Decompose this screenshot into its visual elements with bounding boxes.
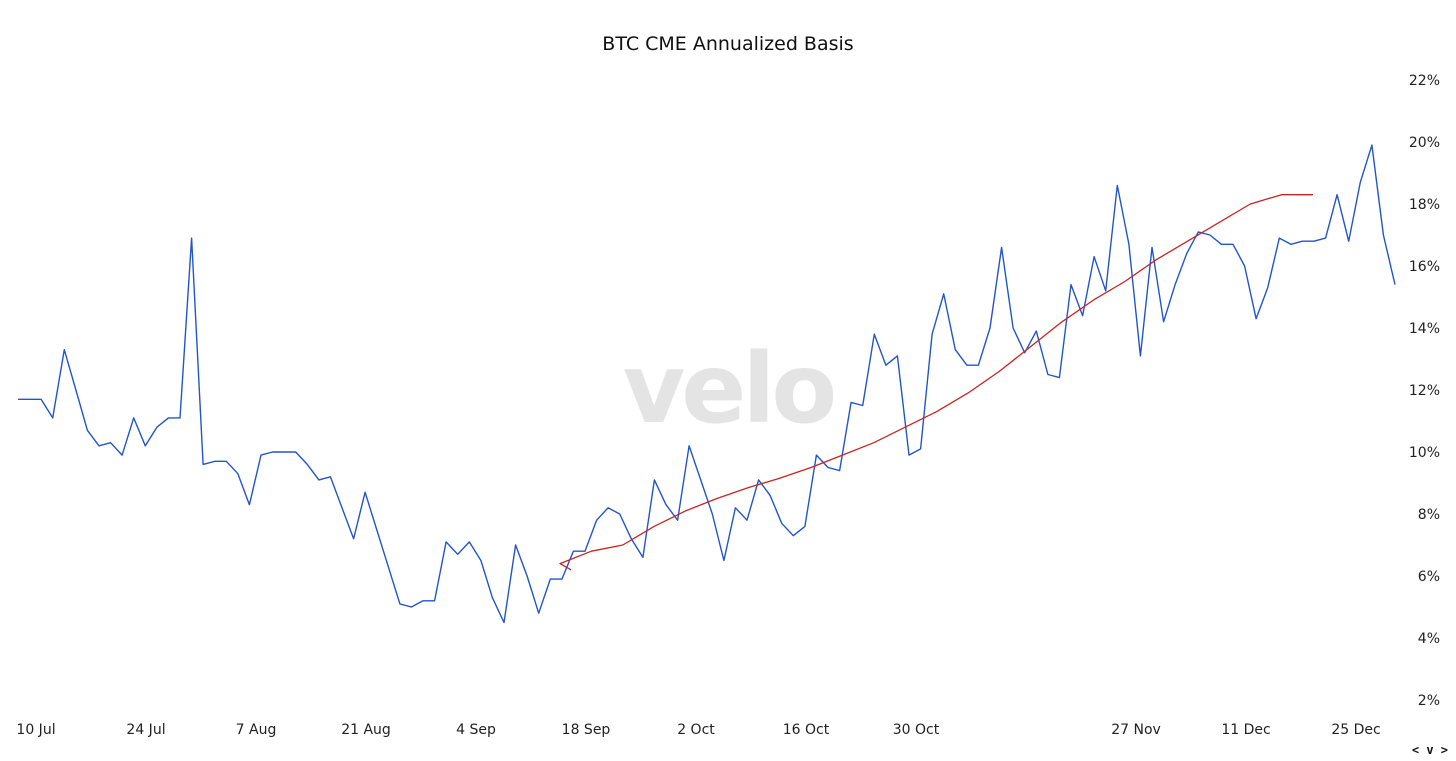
y-tick-label: 12% [1409, 383, 1440, 399]
series-layer [18, 144, 1396, 624]
basis-line [18, 144, 1396, 624]
x-tick-label: 4 Sep [456, 722, 496, 738]
chart-title: BTC CME Annualized Basis [602, 33, 854, 55]
x-tick-label: 10 Jul [16, 722, 55, 738]
y-axis: 2% 4% 6% 8% 10% 12% 14% 16% 18% 20% 22% [1409, 73, 1440, 709]
y-tick-label: 4% [1418, 631, 1440, 647]
x-tick-label: 24 Jul [126, 722, 165, 738]
y-tick-label: 18% [1409, 197, 1440, 213]
x-tick-label: 25 Dec [1331, 722, 1380, 738]
x-tick-label: 18 Sep [562, 722, 611, 738]
y-tick-label: 16% [1409, 259, 1440, 275]
x-tick-label: 7 Aug [236, 722, 277, 738]
watermark-logo: velo [623, 333, 834, 445]
x-tick-label: 11 Dec [1221, 722, 1270, 738]
trend-line [559, 194, 1313, 571]
x-tick-label: 16 Oct [783, 722, 830, 738]
y-tick-label: 20% [1409, 135, 1440, 151]
chart-nav-arrows[interactable]: < v > [1411, 743, 1448, 757]
x-axis: 10 Jul 24 Jul 7 Aug 21 Aug 4 Sep 18 Sep 2 Oct 1… [16, 722, 1380, 738]
y-tick-label: 8% [1418, 507, 1440, 523]
y-tick-label: 14% [1409, 321, 1440, 337]
y-tick-label: 22% [1409, 73, 1440, 89]
y-tick-label: 6% [1418, 569, 1440, 585]
x-tick-label: 21 Aug [341, 722, 391, 738]
x-tick-label: 2 Oct [677, 722, 715, 738]
y-tick-label: 10% [1409, 445, 1440, 461]
x-tick-label: 30 Oct [893, 722, 940, 738]
x-tick-label: 27 Nov [1111, 722, 1161, 738]
y-tick-label: 2% [1418, 693, 1440, 709]
